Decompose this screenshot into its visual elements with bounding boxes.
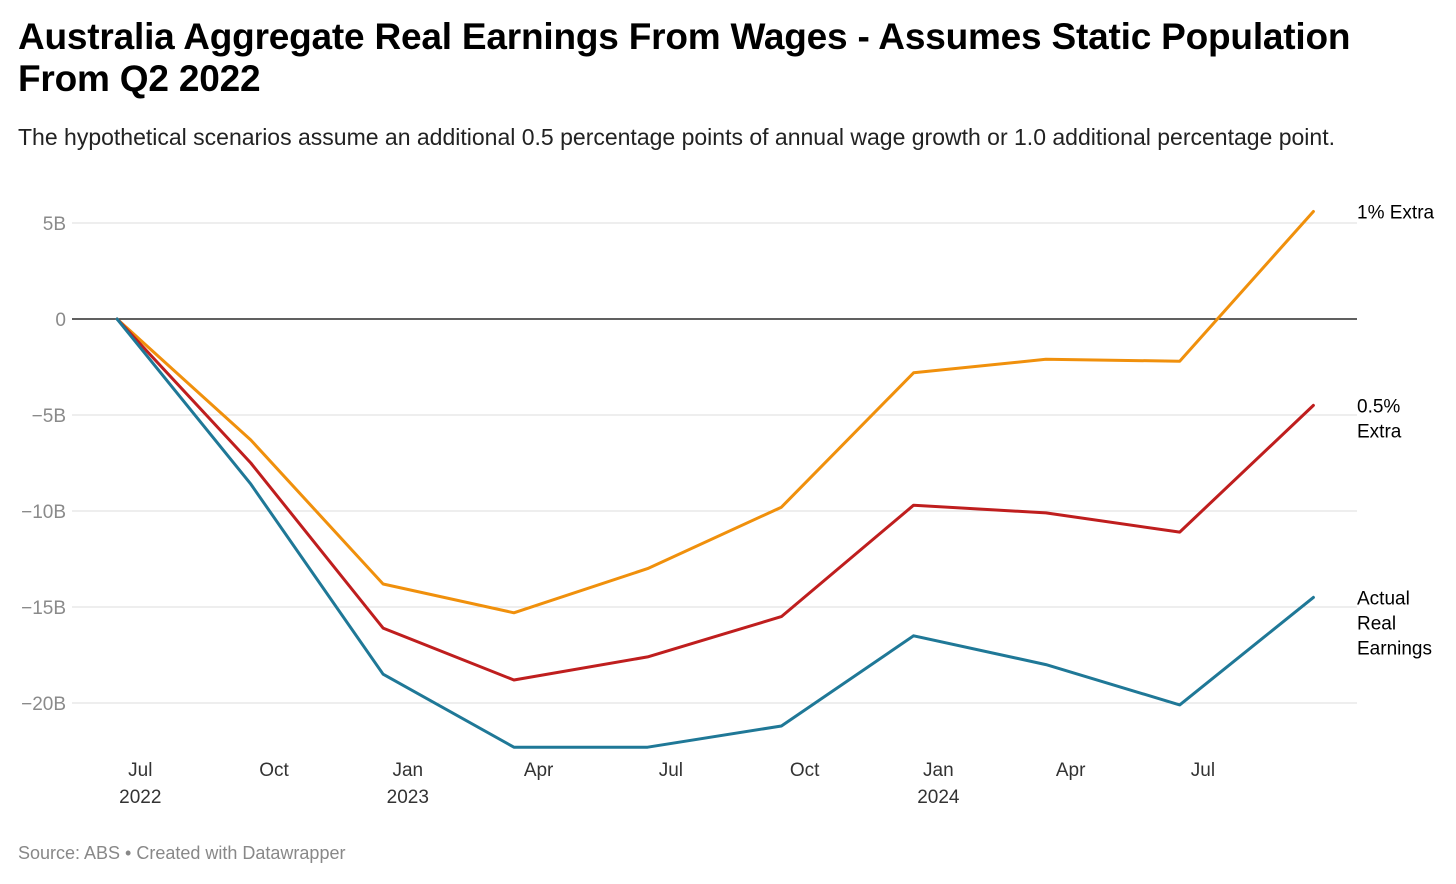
series-label: Actual Real Earnings — [1357, 588, 1432, 659]
x-tick-year-label: 2024 — [917, 787, 960, 808]
x-tick-label: Jul — [1191, 760, 1215, 781]
x-tick-label: Jul — [128, 760, 152, 781]
x-tick-label: Oct — [790, 760, 820, 781]
y-axis-labels: 5B 0 −5B −10B −15B −20B — [21, 214, 66, 715]
x-tick-label: Jul — [659, 760, 683, 781]
x-tick-label: Apr — [524, 760, 554, 781]
chart-subtitle: The hypothetical scenarios assume an add… — [18, 124, 1335, 150]
y-tick-label: −5B — [32, 406, 66, 427]
y-tick-label: −10B — [21, 502, 66, 523]
chart-title: Australia Aggregate Real Earnings From W… — [18, 16, 1351, 99]
series-line-0-5-extra — [115, 317, 1315, 682]
series-line-actual-real-earnings — [115, 317, 1315, 749]
series-label: 0.5% Extra — [1357, 396, 1402, 442]
x-tick-label: Jan — [923, 760, 954, 781]
source-note: Source: ABS • Created with Datawrapper — [18, 843, 346, 863]
y-tick-label: −15B — [21, 598, 66, 619]
y-tick-label: 0 — [55, 310, 66, 331]
x-tick-year-label: 2022 — [119, 787, 161, 808]
series-lines — [115, 210, 1315, 749]
x-axis-labels: Jul 2022 Oct Jan 2023 Apr Jul Oct Jan 2024 Apr Jul — [119, 760, 1215, 808]
y-tick-label: 5B — [43, 214, 66, 235]
series-label: 1% Extra — [1357, 203, 1435, 224]
gridlines — [72, 222, 1357, 704]
x-tick-label: Oct — [259, 760, 289, 781]
x-tick-year-label: 2023 — [387, 787, 429, 808]
series-line-1-extra — [115, 210, 1315, 615]
x-tick-label: Jan — [392, 760, 423, 781]
series-labels: 1% Extra 0.5% Extra Actual Real Earnings — [1357, 203, 1435, 660]
x-tick-label: Apr — [1056, 760, 1086, 781]
y-tick-label: −20B — [21, 694, 66, 715]
